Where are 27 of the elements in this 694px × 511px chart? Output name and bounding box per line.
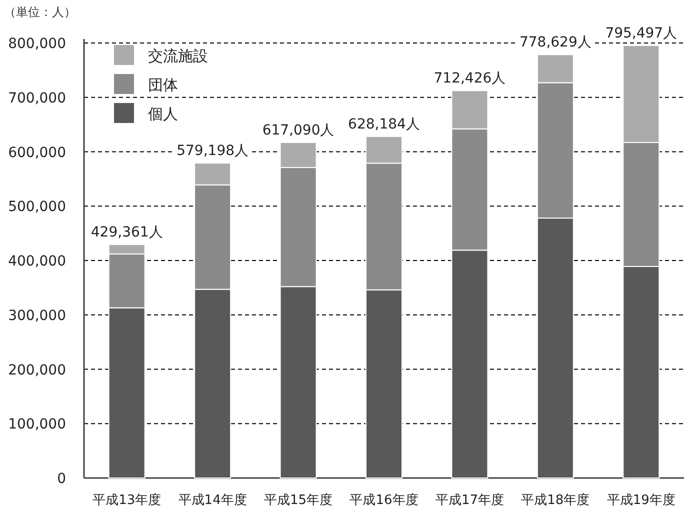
x-tick-label: 平成16年度 bbox=[350, 492, 418, 508]
y-tick-label: 0 bbox=[57, 471, 66, 487]
y-tick-label: 600,000 bbox=[8, 144, 66, 161]
total-label: 778,629人 bbox=[519, 34, 592, 51]
x-tick-label: 平成18年度 bbox=[521, 492, 590, 508]
total-label: 712,426人 bbox=[434, 70, 506, 87]
total-label: 617,090人 bbox=[262, 122, 334, 138]
legend-label: 個人 bbox=[148, 105, 178, 123]
y-tick-label: 200,000 bbox=[8, 362, 66, 378]
legend-label: 交流施設 bbox=[148, 47, 208, 65]
y-tick-label: 800,000 bbox=[8, 36, 66, 52]
total-label: 579,198人 bbox=[176, 143, 249, 160]
total-label: 628,184人 bbox=[348, 116, 420, 132]
total-label: 429,361人 bbox=[90, 224, 163, 241]
x-tick-label: 平成19年度 bbox=[606, 492, 676, 508]
x-tick-label: 平成14年度 bbox=[178, 492, 247, 508]
legend-label: 団体 bbox=[148, 76, 178, 94]
x-tick-label: 平成13年度 bbox=[92, 492, 162, 508]
y-tick-label: 300,000 bbox=[8, 308, 66, 324]
y-tick-label: 500,000 bbox=[8, 199, 66, 216]
y-tick-label: 400,000 bbox=[8, 254, 66, 270]
total-label: 795,497人 bbox=[605, 25, 678, 42]
y-axis-title: （単位：人） bbox=[4, 5, 76, 19]
y-tick-label: 700,000 bbox=[8, 90, 66, 106]
x-tick-label: 平成15年度 bbox=[264, 492, 333, 508]
y-tick-label: 100,000 bbox=[8, 416, 66, 433]
x-tick-label: 平成17年度 bbox=[435, 492, 504, 508]
